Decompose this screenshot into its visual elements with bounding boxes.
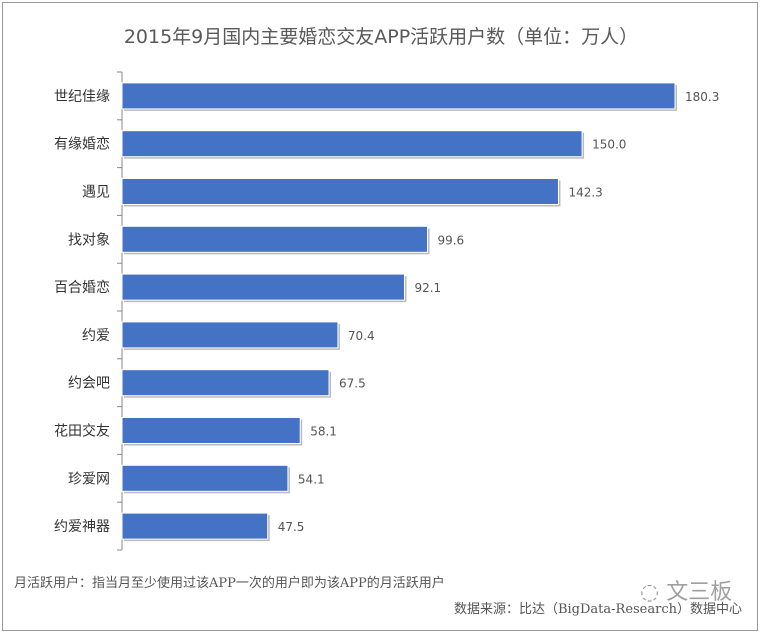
category-label: 花田交友 xyxy=(54,423,110,440)
value-label: 54.1 xyxy=(298,472,325,486)
value-label: 142.3 xyxy=(568,186,602,200)
bar xyxy=(121,369,330,397)
footer-source: 数据来源：比达（BigData-Research）数据中心 xyxy=(453,602,742,617)
value-label: 47.5 xyxy=(278,520,305,534)
bar xyxy=(121,82,676,110)
bar-chart: 世纪佳缘 180.3 有缘婚恋 150.0 遇见 142.3 找对象 99.6 百合婚恋 92.1… xyxy=(54,71,719,551)
category-label: 珍爱网 xyxy=(68,471,110,487)
value-label: 70.4 xyxy=(348,329,375,343)
bar xyxy=(121,225,428,253)
category-label: 有缘婚恋 xyxy=(54,136,110,153)
value-label: 67.5 xyxy=(339,377,366,391)
wechat-icon: ◌ xyxy=(640,580,667,605)
category-label: 遇见 xyxy=(82,185,110,201)
bar xyxy=(121,464,289,492)
bar xyxy=(121,321,339,349)
bar xyxy=(121,417,301,444)
value-label: 180.3 xyxy=(685,90,719,104)
footer: 月活跃用户：指当月至少使用过该APP一次的用户即为该APP的月活跃用户 数据来源… xyxy=(8,566,752,626)
value-label: 99.6 xyxy=(437,233,464,247)
category-label: 约爱 xyxy=(82,328,110,344)
value-label: 92.1 xyxy=(414,281,441,295)
value-label: 150.0 xyxy=(592,138,626,152)
bar xyxy=(121,273,405,301)
footer-note: 月活跃用户：指当月至少使用过该APP一次的用户即为该APP的月活跃用户 xyxy=(14,576,445,591)
category-label: 找对象 xyxy=(68,232,110,248)
category-label: 百合婚恋 xyxy=(54,279,110,296)
bar xyxy=(121,130,583,158)
bar xyxy=(121,512,269,540)
chart-title: 2015年9月国内主要婚恋交友APP活跃用户数（单位：万人） xyxy=(123,26,639,48)
value-label: 58.1 xyxy=(310,425,337,439)
category-label: 约会吧 xyxy=(68,376,110,392)
category-label: 世纪佳缘 xyxy=(54,89,110,105)
watermark: ◌ 文三板 xyxy=(640,574,732,606)
bar xyxy=(121,178,559,205)
watermark-text: 文三板 xyxy=(666,580,733,605)
category-label: 约爱神器 xyxy=(54,519,110,535)
